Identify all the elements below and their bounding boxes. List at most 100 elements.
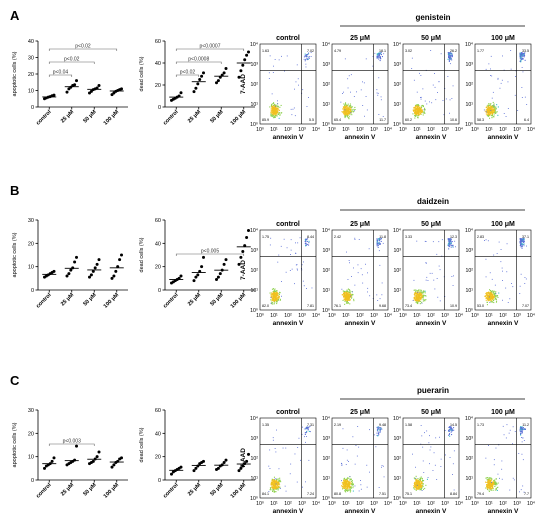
flow-event <box>271 110 273 112</box>
flow-event <box>413 107 415 109</box>
flow-event <box>377 92 379 94</box>
x-axis-label: annexin V <box>273 134 304 141</box>
flow-event <box>486 301 488 303</box>
flow-event <box>351 110 353 112</box>
flow-event <box>487 110 489 112</box>
x-tick-label: 10¹ <box>270 313 278 319</box>
x-tick-label: 10² <box>356 501 364 507</box>
flow-event <box>345 102 347 104</box>
flow-event <box>304 60 306 62</box>
quadrant-value-q1: 1.58 <box>405 423 412 427</box>
flow-event <box>429 272 431 274</box>
flow-event <box>425 262 427 263</box>
flow-event <box>489 483 491 485</box>
flow-event <box>419 106 421 108</box>
y-tick-label: 10⁰ <box>250 308 258 314</box>
x-axis-label: annexin V <box>345 508 376 515</box>
flow-event <box>279 477 281 479</box>
flow-event <box>344 106 346 108</box>
flow-event <box>418 301 420 303</box>
significance-bracket <box>48 74 73 77</box>
flow-event <box>354 237 356 239</box>
flow-event <box>348 75 350 77</box>
flow-event <box>361 274 363 276</box>
flow-event <box>304 55 306 57</box>
flow-event <box>415 111 417 113</box>
flow-event <box>493 479 495 481</box>
flow-event <box>495 108 497 110</box>
flow-event <box>351 482 353 484</box>
flow-event <box>492 105 494 107</box>
flow-event <box>275 299 277 301</box>
flow-event <box>306 56 308 58</box>
flow-event <box>422 105 424 107</box>
flow-event <box>493 292 495 294</box>
flow-event <box>423 110 425 112</box>
flow-event <box>485 111 487 113</box>
flow-event <box>425 299 427 301</box>
flow-event <box>487 112 489 114</box>
flow-event <box>273 65 274 67</box>
flow-event <box>485 293 487 295</box>
flow-event <box>488 485 490 487</box>
flow-event <box>275 485 277 487</box>
flow-event <box>295 242 296 244</box>
y-tick-label: 0 <box>158 105 161 111</box>
flow-event <box>434 288 436 290</box>
flow-event <box>520 59 522 61</box>
flow-event <box>417 107 419 109</box>
flow-event <box>485 297 487 299</box>
flow-event <box>488 484 490 486</box>
flow-event <box>346 298 348 300</box>
data-point <box>194 466 198 470</box>
flow-event <box>341 111 343 113</box>
flow-event <box>275 301 277 303</box>
flow-event <box>308 430 310 432</box>
flow-event <box>419 483 421 485</box>
flow-event <box>279 292 281 294</box>
flow-event <box>519 242 521 244</box>
flow-event <box>273 294 275 296</box>
flow-event <box>449 56 451 58</box>
flow-event <box>449 457 451 458</box>
flow-event <box>347 483 349 485</box>
flow-event <box>277 261 279 263</box>
flow-event <box>343 487 345 489</box>
flow-event <box>489 272 491 274</box>
flow-event <box>519 52 521 54</box>
flow-event <box>491 481 493 483</box>
flow-event <box>416 106 418 108</box>
flow-event <box>521 426 523 428</box>
flow-event <box>489 488 491 490</box>
flow-event <box>343 486 345 488</box>
flow-event <box>449 240 451 242</box>
y-tick-label: 30 <box>28 408 34 414</box>
flow-event <box>433 452 435 454</box>
flow-event <box>487 297 489 299</box>
flow-event <box>272 111 274 113</box>
flow-event <box>436 479 438 480</box>
flow-event <box>277 113 279 115</box>
flow-event <box>274 111 276 113</box>
x-tick-label: 50 μM <box>82 109 98 125</box>
data-point <box>215 278 218 281</box>
flow-event <box>344 115 346 117</box>
flow-event <box>376 57 378 59</box>
flow-event <box>272 486 274 488</box>
flow-event <box>493 106 495 108</box>
flow-event <box>344 115 346 117</box>
quadrant-value-q3: 60.2 <box>405 118 412 122</box>
flow-event <box>486 481 488 483</box>
flow-event <box>492 115 494 117</box>
flow-event <box>362 282 364 284</box>
data-point <box>118 258 122 262</box>
flow-event <box>379 429 381 431</box>
flow-event <box>309 425 311 427</box>
data-point <box>194 86 198 90</box>
flow-event <box>349 489 351 491</box>
flow-event <box>378 57 380 59</box>
flow-event <box>494 108 496 110</box>
flow-event <box>343 485 345 487</box>
flow-event <box>275 484 277 486</box>
flow-event <box>273 292 275 294</box>
